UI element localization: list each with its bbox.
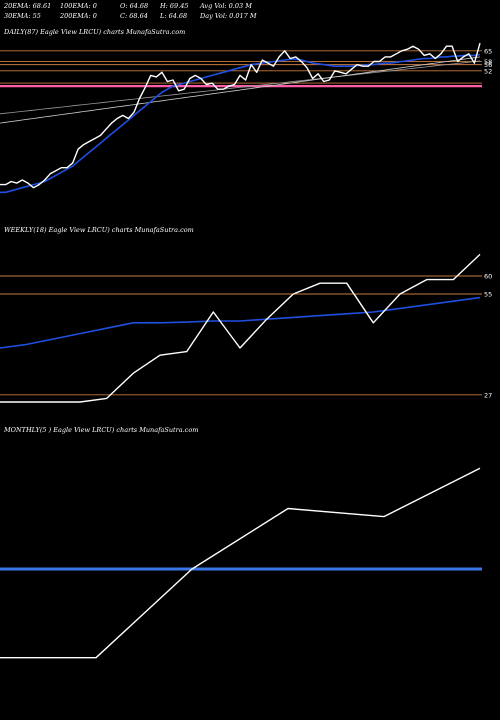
daily-tick-label: 65 — [484, 47, 492, 55]
daily-series-line — [0, 60, 481, 115]
header-avg-vol: Avg Vol: 0.03 M — [200, 2, 252, 10]
header-day-vol: Day Vol: 0.017 M — [200, 12, 257, 20]
header-ema100: 100EMA: 0 — [60, 2, 97, 10]
daily-series-line — [0, 56, 481, 124]
header-ema200: 200EMA: 0 — [60, 12, 97, 20]
weekly-tick-label: 55 — [484, 291, 492, 299]
weekly-panel-title: WEEKLY(18) Eagle View LRCU) charts Munaf… — [4, 226, 194, 234]
daily-series-line — [0, 42, 481, 189]
weekly-series-line — [0, 296, 481, 349]
weekly-series-line — [0, 253, 481, 403]
daily-tick-label: 52 — [484, 67, 492, 75]
header-close: C: 68.64 — [120, 12, 148, 20]
daily-tick-label: 58 — [484, 58, 492, 66]
header-high: H: 69.45 — [160, 2, 189, 10]
daily-series-line — [0, 53, 481, 194]
daily-tick-label: 56 — [484, 61, 492, 69]
monthly-series-line — [0, 467, 481, 659]
header-ema30: 30EMA: 55 — [4, 12, 41, 20]
header-open: O: 64.68 — [120, 2, 149, 10]
header-ema20: 20EMA: 68.61 — [4, 2, 52, 10]
daily-panel-title: DAILY(87) Eagle View LRCU) charts Munafa… — [4, 28, 186, 36]
monthly-panel-title: MONTHLY(5 ) Eagle View LRCU) charts Muna… — [4, 426, 199, 434]
weekly-tick-label: 60 — [484, 273, 492, 281]
header-low: L: 64.68 — [160, 12, 188, 20]
weekly-tick-label: 27 — [484, 391, 492, 399]
